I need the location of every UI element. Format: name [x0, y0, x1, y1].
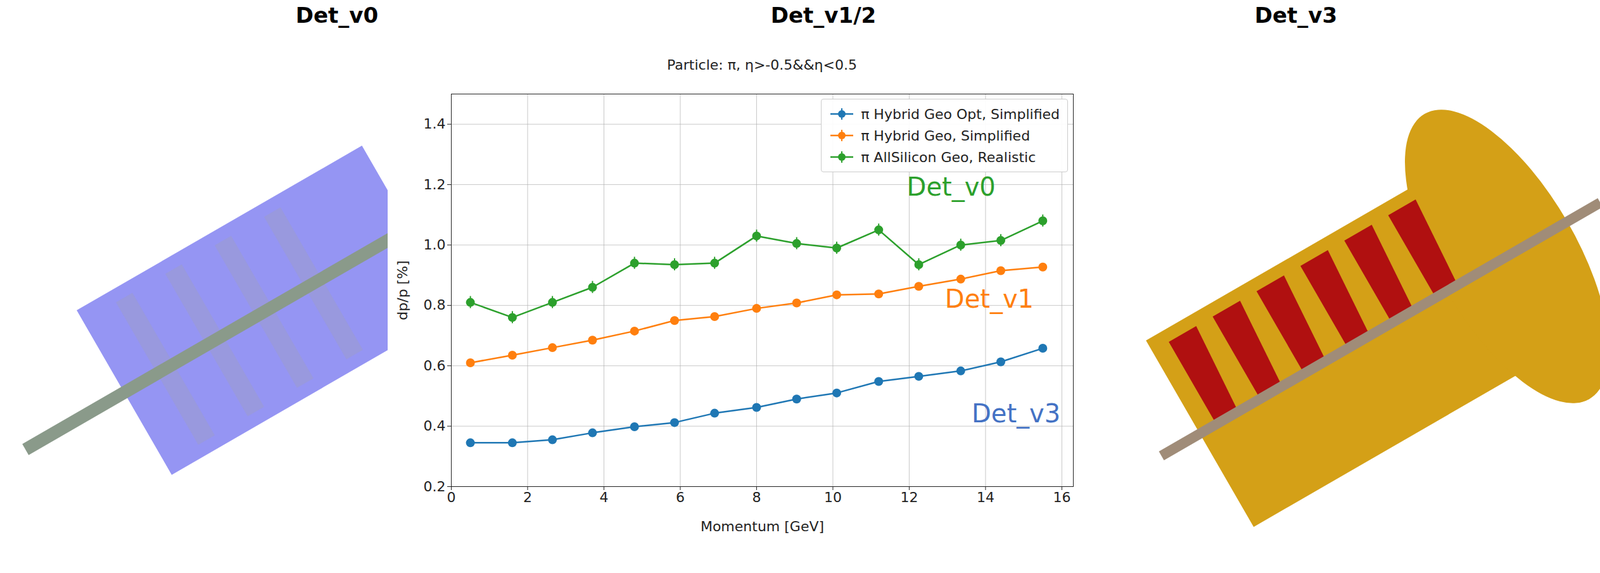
svg-text:14: 14 [976, 489, 995, 506]
html-text:Particle: π, η>-0.5&&η<0.5: Particle: π, η>-0.5&&η<0.5 [666, 57, 858, 73]
svg-text:0.6: 0.6 [423, 357, 446, 374]
svg-text:10: 10 [824, 489, 842, 506]
html-text:π AllSilicon Geo, Realistic: π AllSilicon Geo, Realistic [860, 149, 1036, 166]
html-text:Det_v0: Det_v0 [295, 2, 379, 28]
svg-text:Det_v0: Det_v0 [907, 172, 996, 203]
svg-text:0.4: 0.4 [423, 418, 446, 434]
svg-text:Momentum [GeV]: Momentum [GeV] [700, 518, 825, 535]
svg-text:Det_v1: Det_v1 [945, 284, 1034, 315]
html-text:π Hybrid Geo Opt, Simplified: π Hybrid Geo Opt, Simplified [860, 106, 1060, 122]
html-text:Det_v3: Det_v3 [1254, 2, 1338, 28]
svg-text:4: 4 [599, 489, 609, 506]
svg-text:1.4: 1.4 [423, 115, 446, 132]
html-text:π Hybrid Geo, Simplified: π Hybrid Geo, Simplified [860, 127, 1030, 144]
svg-text:1.2: 1.2 [423, 176, 446, 193]
svg-text:1.0: 1.0 [423, 236, 446, 253]
svg-text:12: 12 [900, 489, 918, 506]
svg-text:8: 8 [751, 489, 761, 506]
svg-text:Det_v3: Det_v3 [971, 399, 1061, 429]
svg-text:0.8: 0.8 [423, 297, 446, 313]
svg-text:2: 2 [523, 489, 533, 506]
html-text:Det_v1/2: Det_v1/2 [770, 2, 877, 28]
svg-text:16: 16 [1052, 489, 1071, 506]
svg-text:0: 0 [447, 489, 457, 506]
svg-text:0.2: 0.2 [423, 478, 446, 495]
svg-text:dp/p [%]: dp/p [%] [394, 260, 411, 320]
svg-text:6: 6 [675, 489, 685, 506]
